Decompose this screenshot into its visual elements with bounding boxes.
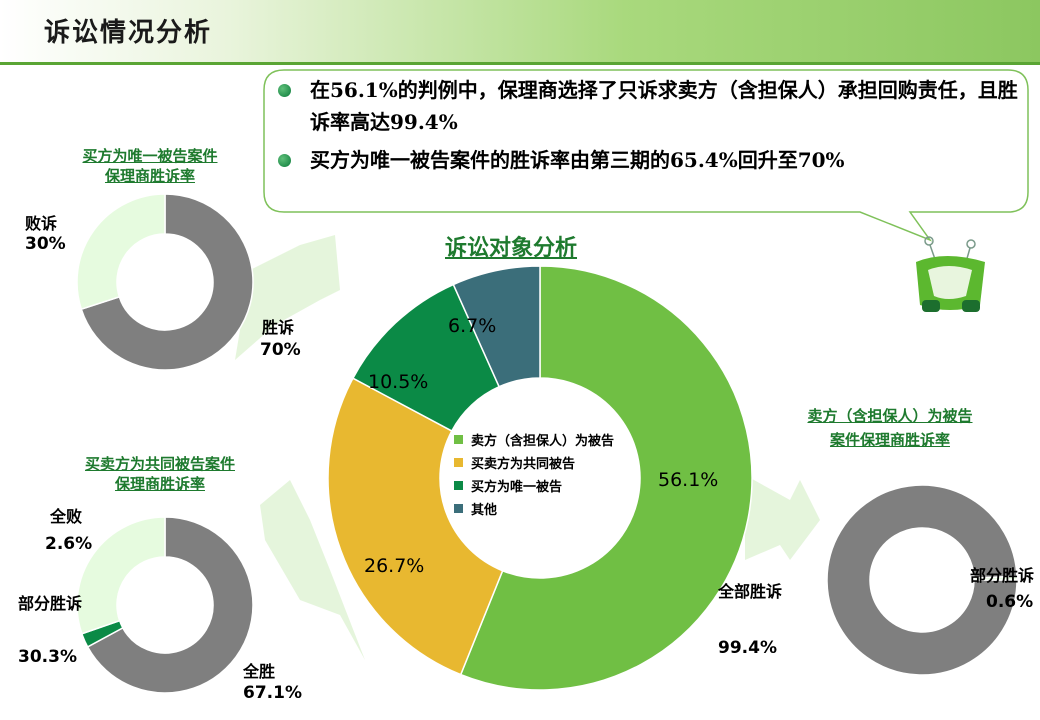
legend-swatch <box>454 458 463 467</box>
main-legend: 卖方（含担保人）为被告 买卖方为共同被告 买方为唯一被告 其他 <box>454 428 614 520</box>
seller-chart-title: 卖方（含担保人）为被告 案件保理商胜诉率 <box>766 404 1014 452</box>
bullet-dot-icon <box>278 154 291 167</box>
arrow-right <box>745 475 820 560</box>
legend-label: 其他 <box>471 503 498 518</box>
legend-label: 卖方（含担保人）为被告 <box>471 434 615 449</box>
bullet-text: 买方为唯一被告案件的胜诉率由第三期的65.4%回升至70% <box>310 148 845 172</box>
bubble-text: 在56.1%的判例中，保理商选择了只诉求卖方（含担保人）承担回购责任，且胜诉率高… <box>272 74 1022 176</box>
legend-label: 买卖方为共同被告 <box>471 457 576 472</box>
bullet-item: 买方为唯一被告案件的胜诉率由第三期的65.4%回升至70% <box>272 144 1022 176</box>
buyer-chart-title-line: 买方为唯一被告案件 <box>82 147 218 165</box>
main-label-seller: 56.1% <box>658 469 719 491</box>
buyer-cat-win: 胜诉 <box>262 318 295 337</box>
both-cat-partial: 部分胜诉 <box>18 590 88 618</box>
seller-label-win: 99.4% <box>718 638 777 658</box>
seller-label-partial: 0.6% <box>986 592 1034 612</box>
page-title: 诉讼情况分析 <box>44 18 213 48</box>
arrow-down-left <box>260 480 365 660</box>
seller-slice <box>826 484 1018 676</box>
buyer-label-win: 70% <box>260 340 301 360</box>
buyer-chart-title: 买方为唯一被告案件 保理商胜诉率 <box>40 146 260 186</box>
header-band <box>0 0 1040 62</box>
both-cat-partial-text: 部分胜诉 <box>18 594 83 613</box>
legend-item: 买方为唯一被告 <box>454 474 614 497</box>
seller-cat-win: 全部胜诉 <box>718 578 790 606</box>
legend-item: 买卖方为共同被告 <box>454 451 614 474</box>
both-cat-win: 全胜 <box>243 662 276 681</box>
seller-chart-title-line: 案件保理商胜诉率 <box>829 431 950 449</box>
seller-cat-partial: 部分胜诉 <box>970 566 1035 585</box>
buyer-chart-title-line: 保理商胜诉率 <box>104 167 195 185</box>
main-chart-title: 诉讼对象分析 <box>445 235 578 261</box>
bullet-dot-icon <box>278 84 291 97</box>
both-label-lose: 2.6% <box>45 534 93 554</box>
legend-label: 买方为唯一被告 <box>471 480 563 495</box>
legend-swatch <box>454 435 463 444</box>
seller-cat-win-text: 全部胜诉 <box>718 582 783 601</box>
both-label-win: 67.1% <box>243 683 302 703</box>
both-label-partial: 30.3% <box>18 647 77 667</box>
both-slice <box>86 516 254 694</box>
seller-slice <box>973 575 1018 581</box>
buyer-slice <box>76 193 166 311</box>
main-label-other: 6.7% <box>448 315 497 337</box>
bullet-text: 在56.1%的判例中，保理商选择了只诉求卖方（含担保人）承担回购责任，且胜诉率高… <box>310 78 1018 134</box>
both-chart-title-line: 买卖方为共同被告案件 <box>84 455 235 473</box>
main-slice <box>327 377 504 676</box>
legend-item: 其他 <box>454 497 614 520</box>
legend-swatch <box>454 481 463 490</box>
main-slice <box>452 265 541 388</box>
both-chart-title-line: 保理商胜诉率 <box>114 475 205 493</box>
main-label-both: 26.7% <box>364 555 425 577</box>
both-cat-lose: 全败 <box>50 507 83 526</box>
bullet-item: 在56.1%的判例中，保理商选择了只诉求卖方（含担保人）承担回购责任，且胜诉率高… <box>272 74 1022 138</box>
arrow-up-left <box>235 235 340 360</box>
speech-bubble <box>263 69 1029 242</box>
header-rule <box>0 62 1040 65</box>
both-chart-title: 买卖方为共同被告案件 保理商胜诉率 <box>40 454 280 494</box>
seller-chart-title-line: 卖方（含担保人）为被告 <box>807 407 973 425</box>
main-slice <box>459 265 753 691</box>
buyer-cat-lose: 败诉 <box>25 214 58 233</box>
legend-item: 卖方（含担保人）为被告 <box>454 428 614 451</box>
legend-swatch <box>454 504 463 513</box>
buyer-slice <box>80 193 254 371</box>
buyer-label-lose: 30% <box>25 234 66 254</box>
main-label-buyer: 10.5% <box>368 371 429 393</box>
both-slice <box>76 516 166 635</box>
